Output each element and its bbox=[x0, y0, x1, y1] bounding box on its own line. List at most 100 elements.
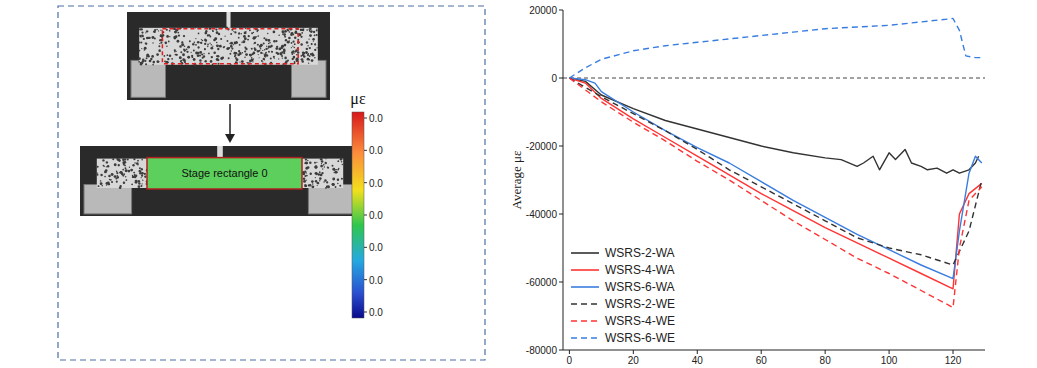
speckle bbox=[291, 42, 293, 44]
speckle bbox=[207, 35, 208, 36]
colorbar-tick-label: 0.0 bbox=[369, 145, 383, 156]
speckle bbox=[187, 56, 190, 59]
y-axis bbox=[563, 10, 564, 350]
speckle bbox=[302, 52, 305, 55]
speckle bbox=[96, 174, 98, 176]
speckle bbox=[195, 38, 196, 39]
speckle bbox=[316, 162, 317, 163]
selection-rectangle bbox=[162, 29, 298, 64]
speckle bbox=[289, 31, 291, 33]
speckle bbox=[280, 52, 282, 54]
speckle bbox=[199, 59, 201, 61]
speckle bbox=[322, 168, 323, 169]
colorbar-tick-label: 0.0 bbox=[369, 242, 383, 253]
speckle bbox=[342, 164, 343, 165]
speckle bbox=[238, 37, 240, 39]
speckle bbox=[138, 185, 141, 188]
speckle bbox=[239, 52, 242, 55]
speckle bbox=[103, 165, 105, 167]
speckle bbox=[238, 32, 240, 34]
speckle bbox=[138, 182, 140, 184]
speckle bbox=[238, 50, 240, 52]
speckle bbox=[265, 56, 266, 57]
speckle bbox=[160, 42, 162, 44]
speckle bbox=[319, 177, 322, 180]
speckle bbox=[294, 43, 296, 45]
speckle bbox=[230, 45, 232, 47]
speckle bbox=[184, 49, 186, 51]
speckle bbox=[257, 44, 259, 46]
arrow bbox=[229, 104, 231, 136]
y-tick bbox=[559, 350, 563, 351]
speckle bbox=[339, 185, 341, 187]
speckle bbox=[287, 41, 290, 44]
y-tick bbox=[559, 10, 563, 11]
speckle bbox=[311, 180, 314, 183]
speckle bbox=[136, 162, 139, 165]
speckle bbox=[174, 49, 176, 51]
speckle bbox=[265, 38, 268, 41]
speckle bbox=[332, 168, 335, 171]
speckle bbox=[127, 159, 129, 161]
speckle bbox=[220, 57, 223, 60]
speckle bbox=[167, 54, 169, 56]
line-chart: 020406080100120-80000-60000-40000-200000… bbox=[509, 5, 985, 366]
speckle bbox=[198, 33, 200, 35]
speckle bbox=[177, 32, 179, 34]
speckle bbox=[308, 39, 309, 40]
speckle bbox=[284, 30, 287, 33]
clamp bbox=[84, 185, 132, 214]
speckle bbox=[184, 50, 186, 52]
speckle bbox=[314, 166, 317, 169]
speckle bbox=[204, 60, 206, 62]
speckle bbox=[110, 179, 112, 181]
speckle bbox=[141, 159, 143, 161]
speckle bbox=[138, 61, 140, 63]
speckle bbox=[130, 169, 133, 172]
speckle bbox=[118, 159, 121, 162]
speckle bbox=[307, 54, 309, 56]
speckle bbox=[314, 57, 316, 59]
speckle bbox=[337, 169, 339, 171]
speckle bbox=[97, 166, 99, 168]
speckle bbox=[144, 176, 146, 178]
speckle bbox=[216, 58, 219, 61]
speckle bbox=[135, 175, 137, 177]
speckle bbox=[260, 48, 262, 50]
speckle bbox=[273, 31, 276, 34]
colorbar-tick bbox=[364, 215, 367, 216]
speckle bbox=[156, 60, 159, 63]
speckle bbox=[122, 169, 124, 171]
speckle bbox=[128, 170, 131, 173]
speckle bbox=[264, 49, 266, 51]
speckle bbox=[321, 160, 324, 163]
speckle bbox=[144, 173, 146, 175]
speckle bbox=[313, 31, 315, 33]
speckle bbox=[164, 55, 166, 57]
speckle bbox=[274, 58, 275, 59]
x-tick bbox=[889, 350, 890, 354]
speckle bbox=[183, 35, 185, 37]
speckle bbox=[213, 51, 216, 54]
speckle bbox=[309, 34, 312, 37]
speckle bbox=[122, 158, 125, 161]
speckle bbox=[192, 43, 194, 45]
speckle bbox=[233, 31, 234, 32]
speckle bbox=[216, 42, 218, 44]
speckle bbox=[318, 182, 320, 184]
speckle bbox=[108, 175, 111, 178]
speckle bbox=[208, 34, 210, 36]
photo-background bbox=[80, 146, 360, 216]
speckle bbox=[120, 171, 122, 173]
x-tick-label: 60 bbox=[756, 355, 768, 366]
speckle bbox=[251, 48, 253, 50]
speckle bbox=[184, 45, 186, 47]
speckle bbox=[296, 54, 298, 56]
speckle bbox=[265, 52, 267, 54]
colorbar-label: με bbox=[350, 90, 366, 108]
speckle bbox=[108, 183, 110, 185]
speckle bbox=[142, 179, 143, 180]
speckle bbox=[164, 60, 166, 62]
speckle bbox=[200, 42, 202, 44]
speckle bbox=[312, 183, 314, 185]
